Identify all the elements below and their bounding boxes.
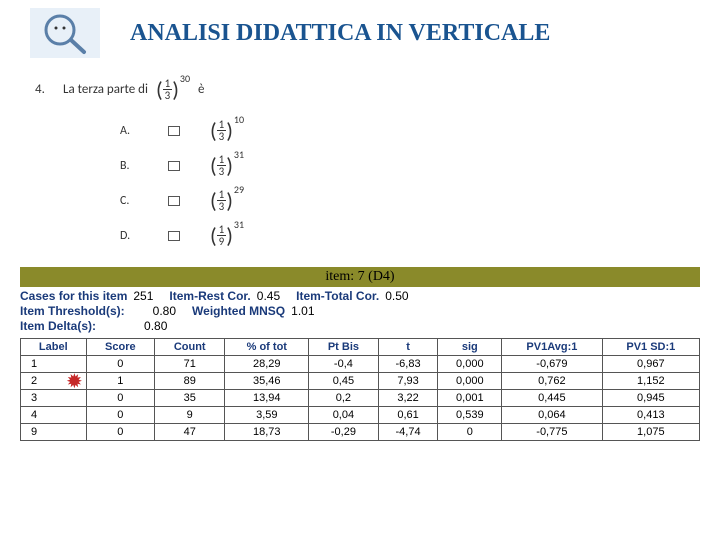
option-fraction: (13)29 xyxy=(210,187,244,214)
item-stats: Cases for this item 251 Item-Rest Cor. 0… xyxy=(0,287,720,338)
page-header: ANALISI DIDATTICA IN VERTICALE xyxy=(0,0,720,66)
question-fraction: ( 1 3 ) 30 xyxy=(156,76,190,103)
table-cell: 1,075 xyxy=(602,424,699,441)
table-cell: 0,001 xyxy=(438,390,502,407)
option-row: C. (13)29 xyxy=(120,187,670,214)
table-cell: 0,04 xyxy=(309,407,378,424)
option-fraction: (13)10 xyxy=(210,117,244,144)
table-cell: 9 xyxy=(21,424,87,441)
magnifier-icon xyxy=(30,8,100,58)
table-cell: 89 xyxy=(155,373,225,390)
table-cell: 1 xyxy=(86,373,154,390)
table-cell: 0,61 xyxy=(378,407,438,424)
table-cell: -4,74 xyxy=(378,424,438,441)
table-header-cell: PV1 SD:1 xyxy=(602,339,699,356)
table-cell: 35 xyxy=(155,390,225,407)
table-cell: 9 xyxy=(155,407,225,424)
table-cell: 13,94 xyxy=(225,390,309,407)
option-label: D. xyxy=(120,229,138,243)
option-label: B. xyxy=(120,159,138,173)
option-row: B. (13)31 xyxy=(120,152,670,179)
table-header-cell: sig xyxy=(438,339,502,356)
table-cell: 0 xyxy=(86,424,154,441)
table-header-cell: t xyxy=(378,339,438,356)
table-cell: 0 xyxy=(438,424,502,441)
table-cell: 71 xyxy=(155,356,225,373)
table-cell: 0,445 xyxy=(502,390,603,407)
table-row: 107128,29-0,4-6,830,000-0,6790,967 xyxy=(21,356,700,373)
table-header-cell: Count xyxy=(155,339,225,356)
table-cell: 0,2 xyxy=(309,390,378,407)
table-cell: 1,152 xyxy=(602,373,699,390)
table-cell: -0,4 xyxy=(309,356,378,373)
table-cell: -0,679 xyxy=(502,356,603,373)
question-prefix: La terza parte di xyxy=(63,82,148,97)
table-cell: 4 xyxy=(21,407,87,424)
item-table: LabelScoreCount% of totPt BistsigPV1Avg:… xyxy=(20,338,700,441)
table-cell: 0,45 xyxy=(309,373,378,390)
table-row: 2✹18935,460,457,930,0000,7621,152 xyxy=(21,373,700,390)
table-header-cell: Pt Bis xyxy=(309,339,378,356)
question-block: 4. La terza parte di ( 1 3 ) 30 è A. (13)… xyxy=(0,66,720,267)
table-cell: -0,775 xyxy=(502,424,603,441)
table-cell: -6,83 xyxy=(378,356,438,373)
option-checkbox[interactable] xyxy=(168,231,180,241)
option-label: C. xyxy=(120,194,138,208)
table-row: 904718,73-0,29-4,740-0,7751,075 xyxy=(21,424,700,441)
table-header-row: LabelScoreCount% of totPt BistsigPV1Avg:… xyxy=(21,339,700,356)
table-cell: 3,22 xyxy=(378,390,438,407)
table-cell: 0 xyxy=(86,390,154,407)
table-cell: 28,29 xyxy=(225,356,309,373)
star-icon: ✹ xyxy=(66,369,83,394)
table-header-cell: Score xyxy=(86,339,154,356)
table-cell: 0,967 xyxy=(602,356,699,373)
table-row: 4093,590,040,610,5390,0640,413 xyxy=(21,407,700,424)
options-list: A. (13)10 B. (13)31 C. (13)29 D. (19)31 xyxy=(60,117,670,249)
question-stem: 4. La terza parte di ( 1 3 ) 30 è xyxy=(60,76,670,103)
option-row: D. (19)31 xyxy=(120,222,670,249)
table-cell: 18,73 xyxy=(225,424,309,441)
option-row: A. (13)10 xyxy=(120,117,670,144)
table-cell: 0,000 xyxy=(438,373,502,390)
option-checkbox[interactable] xyxy=(168,196,180,206)
table-cell: 2✹ xyxy=(21,373,87,390)
table-row: 303513,940,23,220,0010,4450,945 xyxy=(21,390,700,407)
table-cell: 0 xyxy=(86,407,154,424)
table-header-cell: Label xyxy=(21,339,87,356)
option-checkbox[interactable] xyxy=(168,161,180,171)
table-cell: 0,413 xyxy=(602,407,699,424)
table-cell: 47 xyxy=(155,424,225,441)
table-cell: 7,93 xyxy=(378,373,438,390)
item-banner: item: 7 (D4) xyxy=(20,267,700,287)
table-cell: 0,945 xyxy=(602,390,699,407)
table-cell: 0,064 xyxy=(502,407,603,424)
option-fraction: (19)31 xyxy=(210,222,244,249)
table-cell: 3,59 xyxy=(225,407,309,424)
option-fraction: (13)31 xyxy=(210,152,244,179)
table-header-cell: % of tot xyxy=(225,339,309,356)
table-cell: 0,539 xyxy=(438,407,502,424)
page-title: ANALISI DIDATTICA IN VERTICALE xyxy=(130,20,550,47)
table-cell: 0 xyxy=(86,356,154,373)
table-cell: 0,000 xyxy=(438,356,502,373)
option-label: A. xyxy=(120,124,138,138)
table-cell: -0,29 xyxy=(309,424,378,441)
table-body: 107128,29-0,4-6,830,000-0,6790,9672✹1893… xyxy=(21,356,700,441)
question-number: 4. xyxy=(35,82,55,97)
table-cell: 0,762 xyxy=(502,373,603,390)
table-header-cell: PV1Avg:1 xyxy=(502,339,603,356)
question-suffix: è xyxy=(198,82,204,97)
table-cell: 35,46 xyxy=(225,373,309,390)
option-checkbox[interactable] xyxy=(168,126,180,136)
